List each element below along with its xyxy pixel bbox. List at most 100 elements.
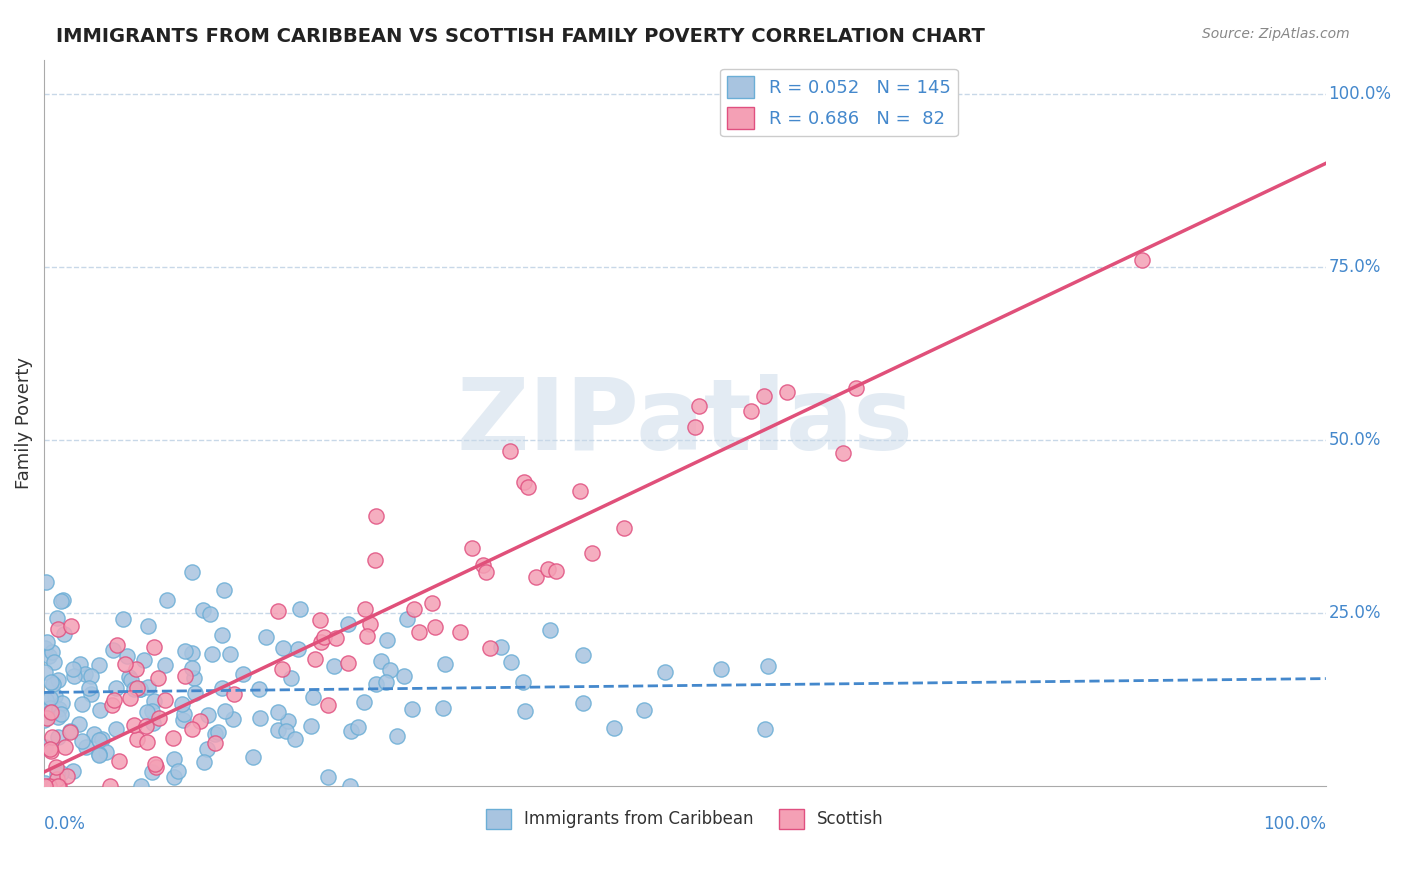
Point — [710, 662, 733, 676]
Point — [46, 779, 69, 793]
Point — [163, 752, 186, 766]
Point — [44, 689, 66, 703]
Point — [173, 644, 195, 658]
Point — [63, 669, 86, 683]
Point — [70, 734, 93, 748]
Point — [432, 701, 454, 715]
Text: 100.0%: 100.0% — [1329, 85, 1392, 103]
Point — [41, 705, 63, 719]
Point — [572, 648, 595, 662]
Point — [62, 764, 84, 778]
Point — [172, 713, 194, 727]
Point — [111, 612, 134, 626]
Point — [489, 640, 512, 655]
Point — [48, 702, 70, 716]
Text: 100.0%: 100.0% — [1263, 814, 1326, 833]
Text: 25.0%: 25.0% — [1329, 604, 1381, 622]
Point — [148, 711, 170, 725]
Point — [53, 739, 76, 754]
Point — [173, 706, 195, 721]
Point — [34, 776, 56, 790]
Point — [204, 727, 226, 741]
Point — [122, 681, 145, 696]
Point — [408, 625, 430, 640]
Point — [195, 742, 218, 756]
Point — [844, 381, 866, 395]
Point — [98, 779, 121, 793]
Point — [127, 732, 149, 747]
Point — [395, 612, 418, 626]
Point — [420, 596, 443, 610]
Point — [181, 660, 204, 674]
Point — [479, 641, 502, 656]
Point — [401, 702, 423, 716]
Point — [156, 593, 179, 607]
Point — [499, 655, 522, 669]
Point — [35, 693, 58, 707]
Point — [38, 648, 60, 663]
Point — [302, 690, 325, 705]
Point — [340, 723, 363, 738]
Point — [115, 649, 138, 664]
Point — [831, 446, 853, 460]
Point — [146, 671, 169, 685]
Point — [517, 480, 540, 494]
Point — [37, 635, 59, 649]
Point — [143, 694, 166, 708]
Point — [46, 673, 69, 687]
Point — [277, 714, 299, 729]
Point — [114, 657, 136, 672]
Point — [39, 705, 62, 719]
Point — [232, 667, 254, 681]
Point — [167, 764, 190, 778]
Point — [288, 602, 311, 616]
Point — [581, 546, 603, 560]
Point — [89, 703, 111, 717]
Point — [316, 698, 339, 713]
Point — [267, 604, 290, 618]
Point — [512, 675, 534, 690]
Point — [51, 696, 73, 710]
Point — [197, 708, 219, 723]
Point — [75, 739, 97, 754]
Point — [34, 779, 56, 793]
Point — [284, 731, 307, 746]
Point — [59, 723, 82, 738]
Text: Source: ZipAtlas.com: Source: ZipAtlas.com — [1202, 27, 1350, 41]
Point — [740, 404, 762, 418]
Point — [59, 619, 82, 633]
Point — [603, 721, 626, 735]
Point — [402, 601, 425, 615]
Point — [188, 714, 211, 728]
Point — [62, 662, 84, 676]
Point — [96, 745, 118, 759]
Point — [89, 732, 111, 747]
Point — [613, 521, 636, 535]
Point — [162, 731, 184, 745]
Point — [347, 720, 370, 734]
Point — [544, 564, 567, 578]
Point — [375, 632, 398, 647]
Point — [214, 704, 236, 718]
Point — [434, 657, 457, 671]
Point — [461, 541, 484, 555]
Point — [51, 706, 73, 721]
Point — [38, 779, 60, 793]
Point — [685, 419, 707, 434]
Point — [385, 729, 408, 743]
Point — [475, 565, 498, 579]
Point — [45, 767, 67, 781]
Point — [287, 642, 309, 657]
Point — [569, 483, 592, 498]
Point — [309, 635, 332, 649]
Point — [370, 654, 392, 668]
Point — [105, 681, 128, 695]
Point — [242, 750, 264, 764]
Point — [38, 742, 60, 756]
Point — [46, 622, 69, 636]
Point — [304, 651, 326, 665]
Point — [218, 647, 240, 661]
Point — [34, 665, 56, 680]
Point — [339, 779, 361, 793]
Point — [142, 640, 165, 655]
